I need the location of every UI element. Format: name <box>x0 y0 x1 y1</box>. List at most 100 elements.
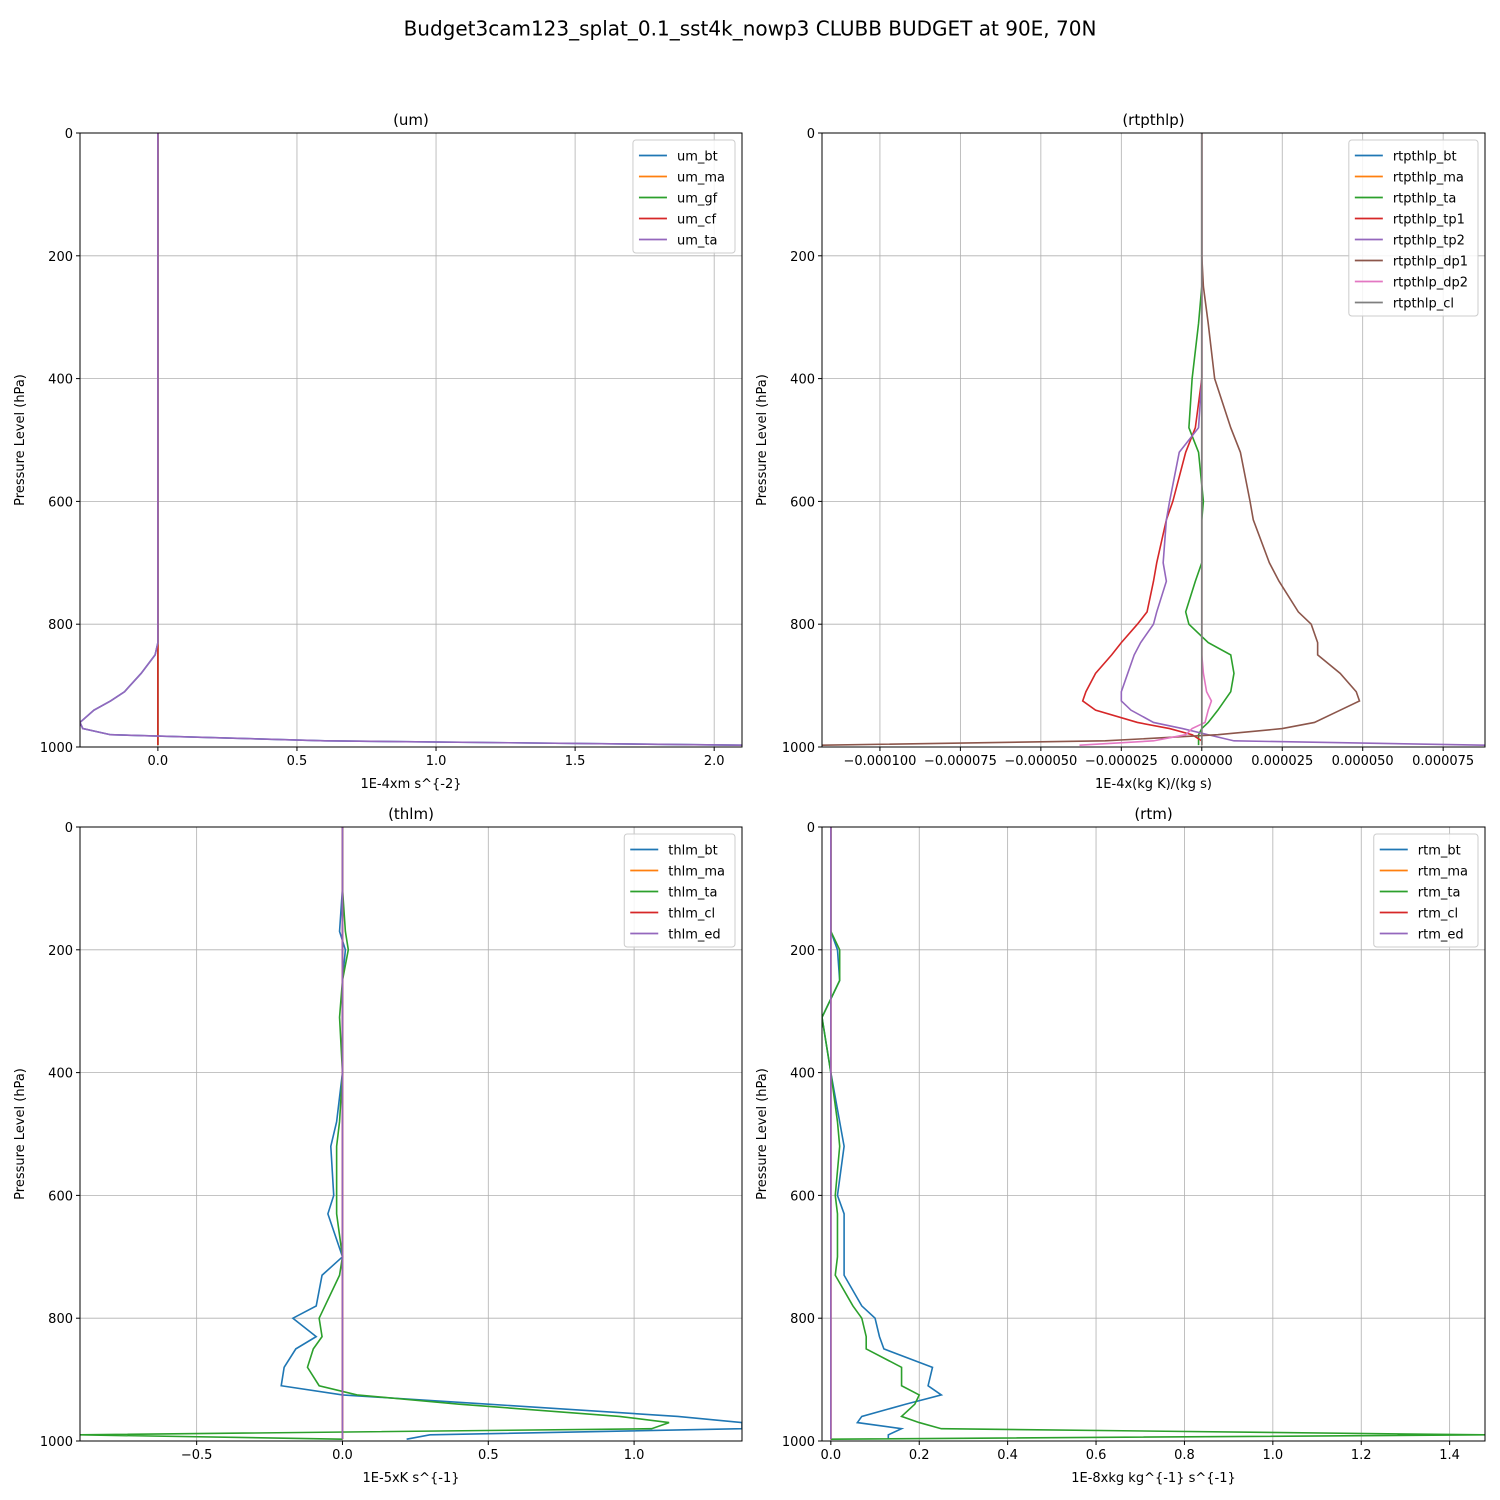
x-tick-label: −0.5 <box>181 1448 213 1463</box>
legend-label: rtpthlp_tp1 <box>1393 213 1465 228</box>
x-tick-label: 2.0 <box>704 754 725 769</box>
legend-label: um_gf <box>677 192 718 207</box>
x-axis-label: 1E-4xm s^{-2} <box>360 777 461 792</box>
legend: thlm_bt thlm_ma thlm_ta thlm_cl thlm_ed <box>623 833 736 948</box>
series-line <box>80 133 742 746</box>
x-tick-label: 0.0 <box>148 754 169 769</box>
subplot: −0.000100 −0.000075 −0.000050 −0.000025 0.00… <box>755 111 1486 792</box>
legend-label: um_ta <box>677 234 717 249</box>
legend-label: um_ma <box>677 171 725 186</box>
axes-frame <box>79 132 743 748</box>
legend: rtm_bt rtm_ma rtm_ta rtm_cl rtm_ed <box>1373 833 1479 948</box>
y-tick-label: 200 <box>790 944 815 959</box>
x-tick-label: 0.2 <box>909 1448 930 1463</box>
x-tick-label: 1.0 <box>1262 1448 1283 1463</box>
x-tick-label: 1.2 <box>1351 1448 1372 1463</box>
x-tick-label: 0.4 <box>997 1448 1018 1463</box>
x-tick-label: 1.5 <box>565 754 586 769</box>
x-tick-label: 0.8 <box>1174 1448 1195 1463</box>
legend-label: rtm_ma <box>1418 865 1468 880</box>
series-group <box>822 133 1485 746</box>
y-tick-label: 1000 <box>782 741 815 756</box>
x-axis-label: 1E-8xkg kg^{-1} s^{-1} <box>1071 1471 1236 1486</box>
y-tick-label: 200 <box>48 250 73 265</box>
legend-label: thlm_ma <box>668 865 725 880</box>
subplot-title: (rtm) <box>1134 805 1172 823</box>
subplot: −0.5 0.0 0.5 1.0 0 200 400 600 800 1000 (thlm) 1E-5… <box>13 805 743 1486</box>
y-tick-label: 200 <box>48 944 73 959</box>
y-tick-label: 0 <box>65 821 73 836</box>
y-tick-label: 600 <box>48 495 73 510</box>
legend-label: rtpthlp_dp1 <box>1393 255 1468 270</box>
series-group <box>822 827 1485 1440</box>
legend-frame <box>623 833 736 948</box>
legend-label: thlm_cl <box>668 907 715 922</box>
x-tick-label: 0.5 <box>478 1448 499 1463</box>
y-tick-label: 0 <box>807 127 815 142</box>
legend-label: rtm_ta <box>1418 886 1461 901</box>
x-tick-label: 1.4 <box>1439 1448 1460 1463</box>
series-group <box>80 827 742 1440</box>
legend-frame <box>1373 833 1479 948</box>
legend: um_bt um_ma um_gf um_cf um_ta <box>632 139 736 254</box>
legend-label: um_cf <box>677 213 717 228</box>
legend-label: rtm_bt <box>1418 844 1461 859</box>
legend-label: rtpthlp_cl <box>1393 297 1454 312</box>
y-tick-label: 1000 <box>40 1435 73 1450</box>
legend-label: thlm_ta <box>668 886 717 901</box>
y-axis-label: Pressure Level (hPa) <box>755 1068 770 1200</box>
legend-frame <box>632 139 736 254</box>
y-tick-label: 400 <box>48 1067 73 1082</box>
axes-frame <box>821 826 1486 1442</box>
x-tick-label: 1.0 <box>624 1448 645 1463</box>
x-tick-label: 0.6 <box>1086 1448 1107 1463</box>
subplot: 0.0 0.2 0.4 0.6 0.8 1.0 1.2 1.4 0 200 400 600 800 100… <box>755 805 1486 1486</box>
legend-label: rtm_cl <box>1418 907 1458 922</box>
legend-label: thlm_bt <box>668 844 717 859</box>
series-line <box>822 133 1361 746</box>
subplot-title: (um) <box>393 111 429 129</box>
y-axis-label: Pressure Level (hPa) <box>13 1068 28 1200</box>
y-tick-label: 800 <box>790 618 815 633</box>
subplot-title: (rtpthlp) <box>1122 111 1184 129</box>
x-tick-label: −0.000025 <box>1085 754 1158 769</box>
x-tick-label: 0.000000 <box>1171 754 1233 769</box>
x-tick-label: 0.0 <box>820 1448 841 1463</box>
axes-frame <box>821 132 1486 748</box>
y-tick-label: 400 <box>790 1067 815 1082</box>
axes-frame <box>79 826 743 1442</box>
y-tick-label: 600 <box>790 495 815 510</box>
y-tick-label: 400 <box>48 373 73 388</box>
y-tick-label: 800 <box>48 618 73 633</box>
y-tick-label: 0 <box>807 821 815 836</box>
x-tick-label: 0.0 <box>332 1448 353 1463</box>
y-tick-label: 800 <box>48 1312 73 1327</box>
y-tick-label: 200 <box>790 250 815 265</box>
figure-title: Budget3cam123_splat_0.1_sst4k_nowp3 CLUB… <box>404 17 1097 41</box>
y-tick-label: 1000 <box>782 1435 815 1450</box>
x-tick-label: 0.000050 <box>1332 754 1394 769</box>
x-tick-label: 1.0 <box>426 754 447 769</box>
subplot: 0.0 0.5 1.0 1.5 2.0 0 200 400 600 800 1000 (um) 1E-4… <box>13 111 743 792</box>
y-axis-label: Pressure Level (hPa) <box>755 374 770 506</box>
legend-label: rtpthlp_ta <box>1393 192 1456 207</box>
legend: rtpthlp_bt rtpthlp_ma rtpthlp_ta rtpthlp_tp… <box>1348 139 1479 317</box>
legend-label: rtm_ed <box>1418 928 1464 943</box>
y-tick-label: 800 <box>790 1312 815 1327</box>
series-line <box>822 827 1485 1440</box>
x-tick-label: 0.000075 <box>1412 754 1474 769</box>
x-tick-label: 0.5 <box>287 754 308 769</box>
y-tick-label: 0 <box>65 127 73 142</box>
legend-label: thlm_ed <box>668 928 720 943</box>
y-tick-label: 400 <box>790 373 815 388</box>
y-tick-label: 1000 <box>40 741 73 756</box>
x-tick-label: 0.000025 <box>1251 754 1313 769</box>
legend-label: rtpthlp_ma <box>1393 171 1464 186</box>
legend-label: um_bt <box>677 150 718 165</box>
subplot-title: (thlm) <box>388 805 434 823</box>
y-tick-label: 600 <box>48 1189 73 1204</box>
x-axis-label: 1E-4x(kg K)/(kg s) <box>1095 777 1212 792</box>
x-axis-label: 1E-5xK s^{-1} <box>363 1471 460 1486</box>
